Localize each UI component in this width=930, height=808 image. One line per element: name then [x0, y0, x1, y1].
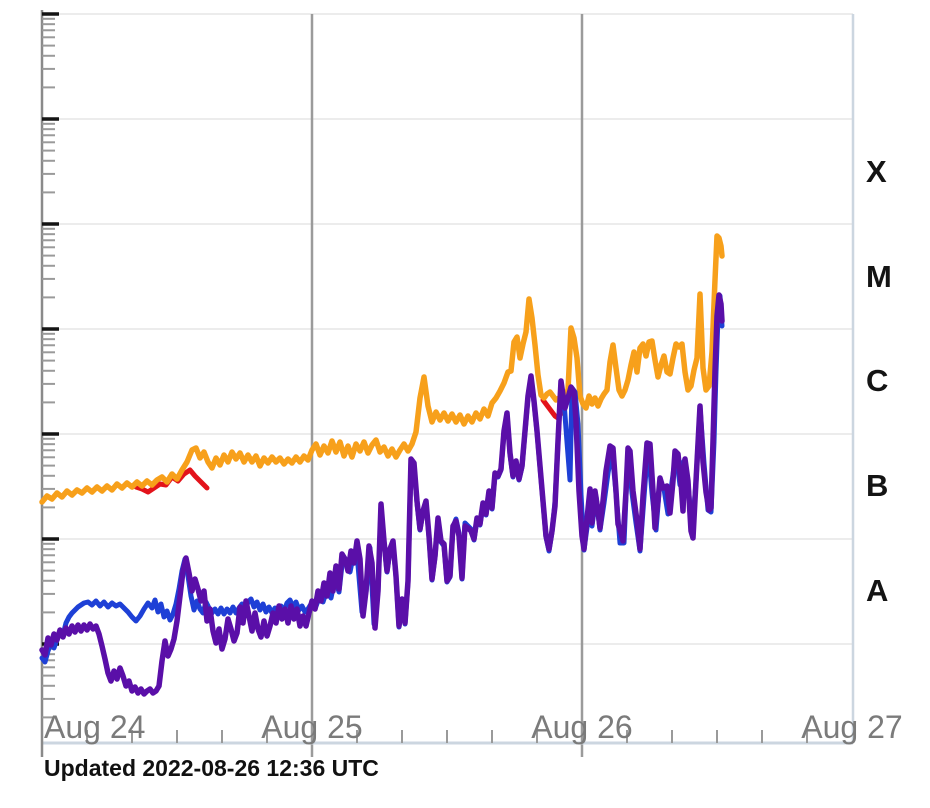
flare-class-label-x: X	[866, 154, 887, 189]
flare-class-label-c: C	[866, 363, 889, 398]
x-axis-label-aug26: Aug 26	[531, 709, 633, 745]
flare-class-label-a: A	[866, 573, 889, 608]
x-axis-label-aug24: Aug 24	[44, 709, 146, 745]
x-axis-label-aug25: Aug 25	[261, 709, 363, 745]
orange-line	[39, 233, 725, 505]
flare-class-label-m: M	[866, 259, 892, 294]
blue-line	[39, 293, 725, 665]
updated-timestamp: Updated 2022-08-26 12:36 UTC	[44, 755, 379, 781]
x-axis-label-aug27: Aug 27	[801, 709, 903, 745]
flare-class-label-b: B	[866, 468, 889, 503]
purple-line	[39, 292, 725, 697]
